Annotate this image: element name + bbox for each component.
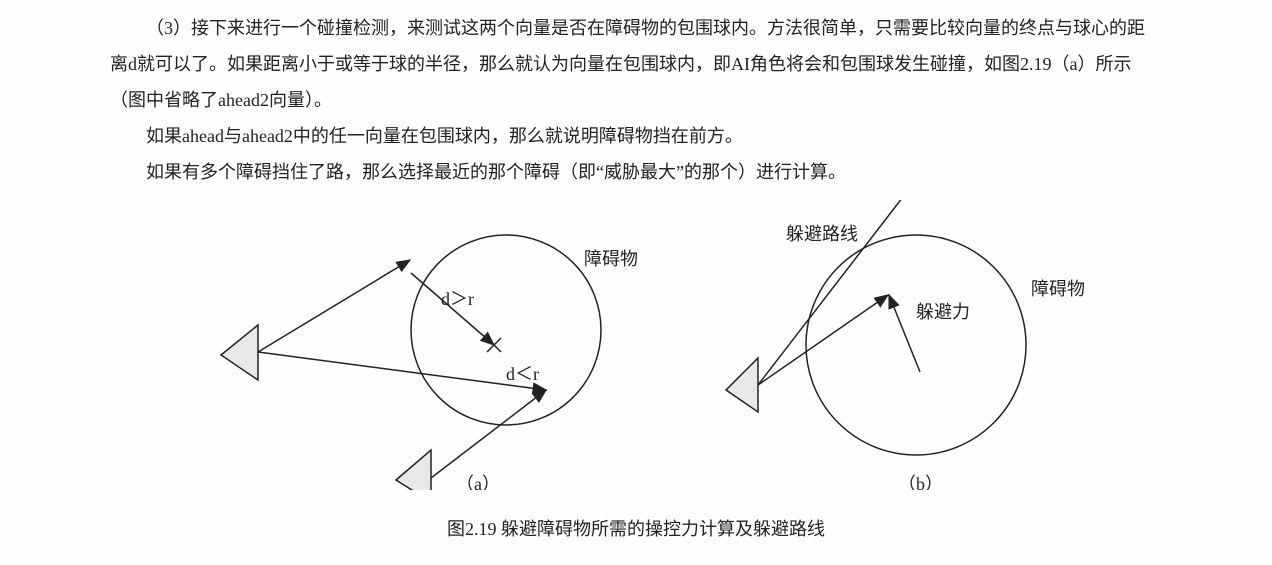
obstacle-circle-b	[806, 235, 1026, 455]
text-body: （3）接下来进行一个碰撞检测，来测试这两个向量是否在障碍物的包围球内。方法很简单…	[0, 10, 1272, 190]
paragraph-1: （3）接下来进行一个碰撞检测，来测试这两个向量是否在障碍物的包围球内。方法很简单…	[110, 10, 1162, 118]
agent-triangle-2	[396, 450, 431, 490]
arrow-ahead-b	[758, 295, 888, 385]
label-d-gt-r: d＞r	[441, 289, 474, 309]
figure-svg: 障碍物 d＞r d＜r （a） 躲避路线 躲避力 障碍物 （b）	[86, 200, 1186, 490]
paragraph-3: 如果有多个障碍挡住了路，那么选择最近的那个障碍（即“威胁最大”的那个）进行计算。	[110, 154, 1162, 190]
label-panel-b: （b）	[898, 474, 943, 490]
label-obstacle-a: 障碍物	[584, 249, 638, 269]
label-d-lt-r: d＜r	[506, 364, 539, 384]
arrow-d-gt-r	[411, 273, 494, 345]
paragraph-2: 如果ahead与ahead2中的任一向量在包围球内，那么就说明障碍物挡在前方。	[110, 118, 1162, 154]
figure-caption: 图2.19 躲避障碍物所需的操控力计算及躲避路线	[0, 515, 1272, 541]
obstacle-circle-a	[411, 235, 601, 425]
panel-a: 障碍物 d＞r d＜r （a）	[221, 235, 638, 490]
agent-triangle-b	[726, 358, 758, 412]
arrow-miss	[258, 260, 410, 352]
label-obstacle-b: 障碍物	[1031, 279, 1085, 299]
panel-b: 躲避路线 躲避力 障碍物 （b）	[726, 200, 1085, 490]
label-panel-a: （a）	[456, 474, 500, 490]
label-escape-force: 躲避力	[916, 302, 970, 322]
arrow-from-agent2	[431, 390, 546, 478]
agent-triangle-1	[221, 325, 258, 380]
figure-container: 障碍物 d＞r d＜r （a） 躲避路线 躲避力 障碍物 （b）	[0, 200, 1272, 510]
label-escape-route: 躲避路线	[786, 224, 858, 244]
arrow-ahead-long	[258, 352, 546, 390]
